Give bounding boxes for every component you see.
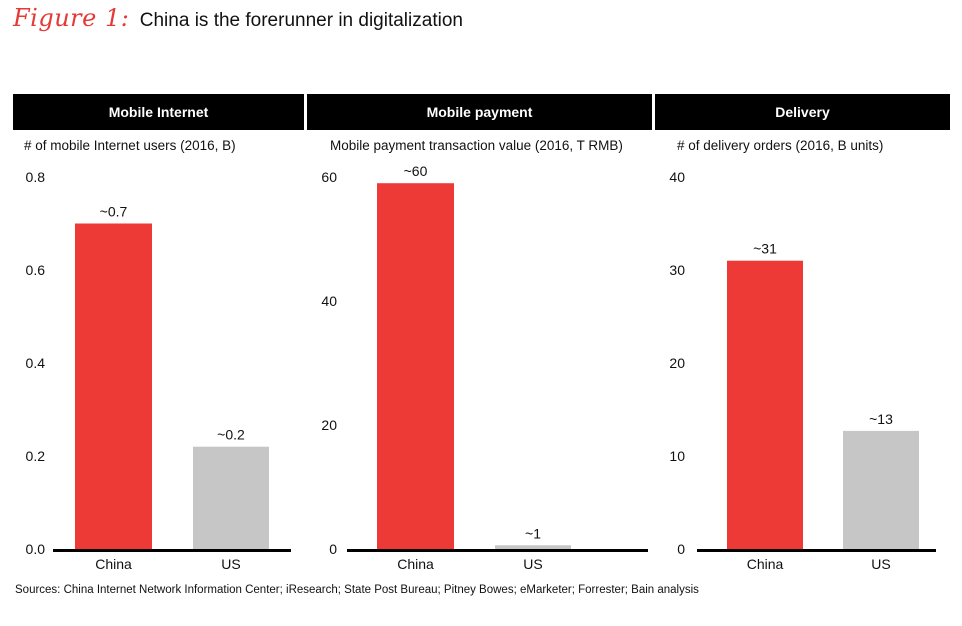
bar-china (75, 223, 152, 549)
panel-header-mobile-internet: Mobile Internet (13, 94, 304, 130)
bar-china (727, 260, 803, 549)
panel-header-delivery: Delivery (655, 94, 950, 130)
category-label: US (221, 556, 240, 572)
panel-header-mobile-payment: Mobile payment (307, 94, 652, 130)
bar-china (377, 183, 454, 549)
sources-note: Sources: China Internet Network Informat… (15, 584, 699, 596)
panel-subtitle-delivery: # of delivery orders (2016, B units) (677, 138, 884, 153)
category-label: China (397, 556, 434, 572)
y-tick-label: 0.2 (26, 448, 46, 464)
y-tick-label: 30 (669, 262, 685, 278)
y-tick-label: 60 (321, 169, 337, 185)
figure-title-text: China is the forerunner in digitalizatio… (139, 10, 463, 31)
category-label: US (871, 556, 890, 572)
chart-mobile-internet: 0.0 0.2 0.4 0.6 0.8 ~0.7 China ~0.2 US (26, 169, 291, 572)
figure-title: Figure 1: China is the forerunner in dig… (13, 4, 463, 36)
chart-mobile-payment: 0 20 40 60 ~60 China ~1 US (321, 163, 648, 572)
data-label: ~60 (404, 163, 428, 179)
y-tick-label: 0.4 (26, 355, 46, 371)
y-tick-label: 0.8 (26, 169, 46, 185)
y-tick-label: 0.6 (26, 262, 46, 278)
y-tick-label: 20 (669, 355, 685, 371)
y-tick-label: 0.0 (26, 541, 46, 557)
bar-us (495, 545, 571, 549)
category-label: China (747, 556, 784, 572)
panel-subtitle-mobile-internet: # of mobile Internet users (2016, B) (24, 138, 236, 153)
data-label: ~13 (869, 411, 893, 427)
panel-subtitle-mobile-payment: Mobile payment transaction value (2016, … (330, 138, 623, 153)
data-label: ~0.2 (217, 427, 245, 443)
category-label: China (95, 556, 132, 572)
bar-us (843, 430, 919, 549)
bar-us (193, 446, 269, 549)
figure-label: Figure 1: (13, 4, 130, 32)
y-tick-label: 40 (669, 169, 685, 185)
y-tick-label: 20 (321, 417, 337, 433)
y-tick-label: 0 (329, 541, 337, 557)
data-label: ~1 (525, 525, 541, 541)
data-label: ~31 (753, 241, 777, 257)
y-tick-label: 40 (321, 293, 337, 309)
chart-delivery: 0 10 20 30 40 ~31 China ~13 US (669, 169, 936, 572)
y-tick-label: 0 (677, 541, 685, 557)
category-label: US (523, 556, 542, 572)
data-label: ~0.7 (100, 204, 128, 220)
y-tick-label: 10 (669, 448, 685, 464)
